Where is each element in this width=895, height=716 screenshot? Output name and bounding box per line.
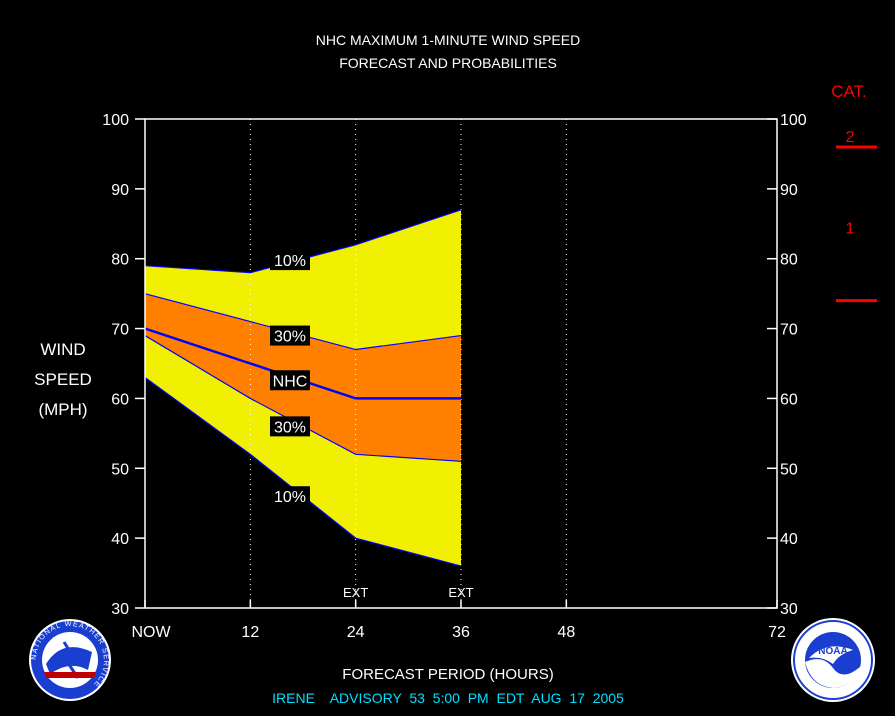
x-tick-label: 36 bbox=[452, 624, 470, 641]
x-tick-label: 24 bbox=[347, 624, 365, 641]
y-tick-label-left: 50 bbox=[111, 461, 129, 478]
y-axis-ticks: 30 30 40 40 50 50 60 60 70 70 80 80 90 90 100 100 bbox=[102, 112, 807, 618]
y-tick-label-right: 100 bbox=[780, 112, 807, 129]
y-tick-label-left: 80 bbox=[111, 252, 129, 269]
x-axis-ticks: NOW 12 24 36 48 72 bbox=[131, 600, 786, 641]
y-tick-label-right: 40 bbox=[780, 531, 798, 548]
y-tick-label-left: 70 bbox=[111, 322, 129, 339]
y-axis-label-line: SPEED bbox=[34, 370, 92, 389]
y-tick-label-left: 60 bbox=[111, 391, 129, 408]
band-label-background bbox=[270, 416, 310, 437]
y-tick-label-right: 30 bbox=[780, 601, 798, 618]
y-tick-label-right: 60 bbox=[780, 391, 798, 408]
x-tick-label: 72 bbox=[768, 624, 786, 641]
nws-logo-icon: NATIONAL WEATHER SERVICE bbox=[29, 619, 111, 701]
category-label: 2 bbox=[846, 129, 855, 146]
ext-markers: EXT EXT bbox=[343, 585, 474, 600]
x-axis-label: FORECAST PERIOD (HOURS) bbox=[342, 666, 553, 683]
advisory-footer: IRENE ADVISORY 53 5:00 PM EDT AUG 17 200… bbox=[272, 690, 624, 706]
y-tick-label-left: 30 bbox=[111, 601, 129, 618]
band-label-text: NHC bbox=[273, 373, 308, 390]
chart-subtitle: FORECAST AND PROBABILITIES bbox=[339, 55, 557, 71]
x-tick-label: NOW bbox=[131, 624, 171, 641]
x-tick-label: 12 bbox=[241, 624, 259, 641]
ext-marker: EXT bbox=[343, 585, 368, 600]
band-label-text: 10% bbox=[274, 489, 306, 506]
y-tick-label-right: 80 bbox=[780, 252, 798, 269]
noaa-logo-text: NOAA bbox=[818, 646, 847, 657]
y-tick-label-left: 90 bbox=[111, 182, 129, 199]
category-title: CAT. bbox=[831, 82, 867, 101]
y-tick-label-right: 50 bbox=[780, 461, 798, 478]
x-tick-label: 48 bbox=[557, 624, 575, 641]
y-tick-label-left: 100 bbox=[102, 112, 129, 129]
y-axis-label-line: WIND bbox=[40, 340, 85, 359]
y-axis-label: WIND SPEED (MPH) bbox=[34, 340, 92, 419]
band-label-background bbox=[270, 486, 310, 507]
band-label-text: 30% bbox=[274, 419, 306, 436]
band-label-text: 10% bbox=[274, 253, 306, 270]
category-scale: CAT. 2 1 bbox=[831, 82, 877, 303]
category-label: 1 bbox=[846, 220, 855, 237]
y-tick-label-right: 90 bbox=[780, 182, 798, 199]
band-labels: 10% 30% NHC 30% 10% bbox=[270, 250, 310, 507]
band-label-background bbox=[270, 250, 310, 271]
y-tick-label-right: 70 bbox=[780, 322, 798, 339]
band-label-background bbox=[270, 370, 310, 391]
chart-title: NHC MAXIMUM 1-MINUTE WIND SPEED bbox=[316, 32, 580, 48]
y-axis-label-line: (MPH) bbox=[38, 400, 87, 419]
noaa-logo-icon: NOAA bbox=[791, 618, 875, 702]
ext-marker: EXT bbox=[448, 585, 473, 600]
y-tick-label-left: 40 bbox=[111, 531, 129, 548]
band-label-text: 30% bbox=[274, 329, 306, 346]
band-label-background bbox=[270, 325, 310, 346]
